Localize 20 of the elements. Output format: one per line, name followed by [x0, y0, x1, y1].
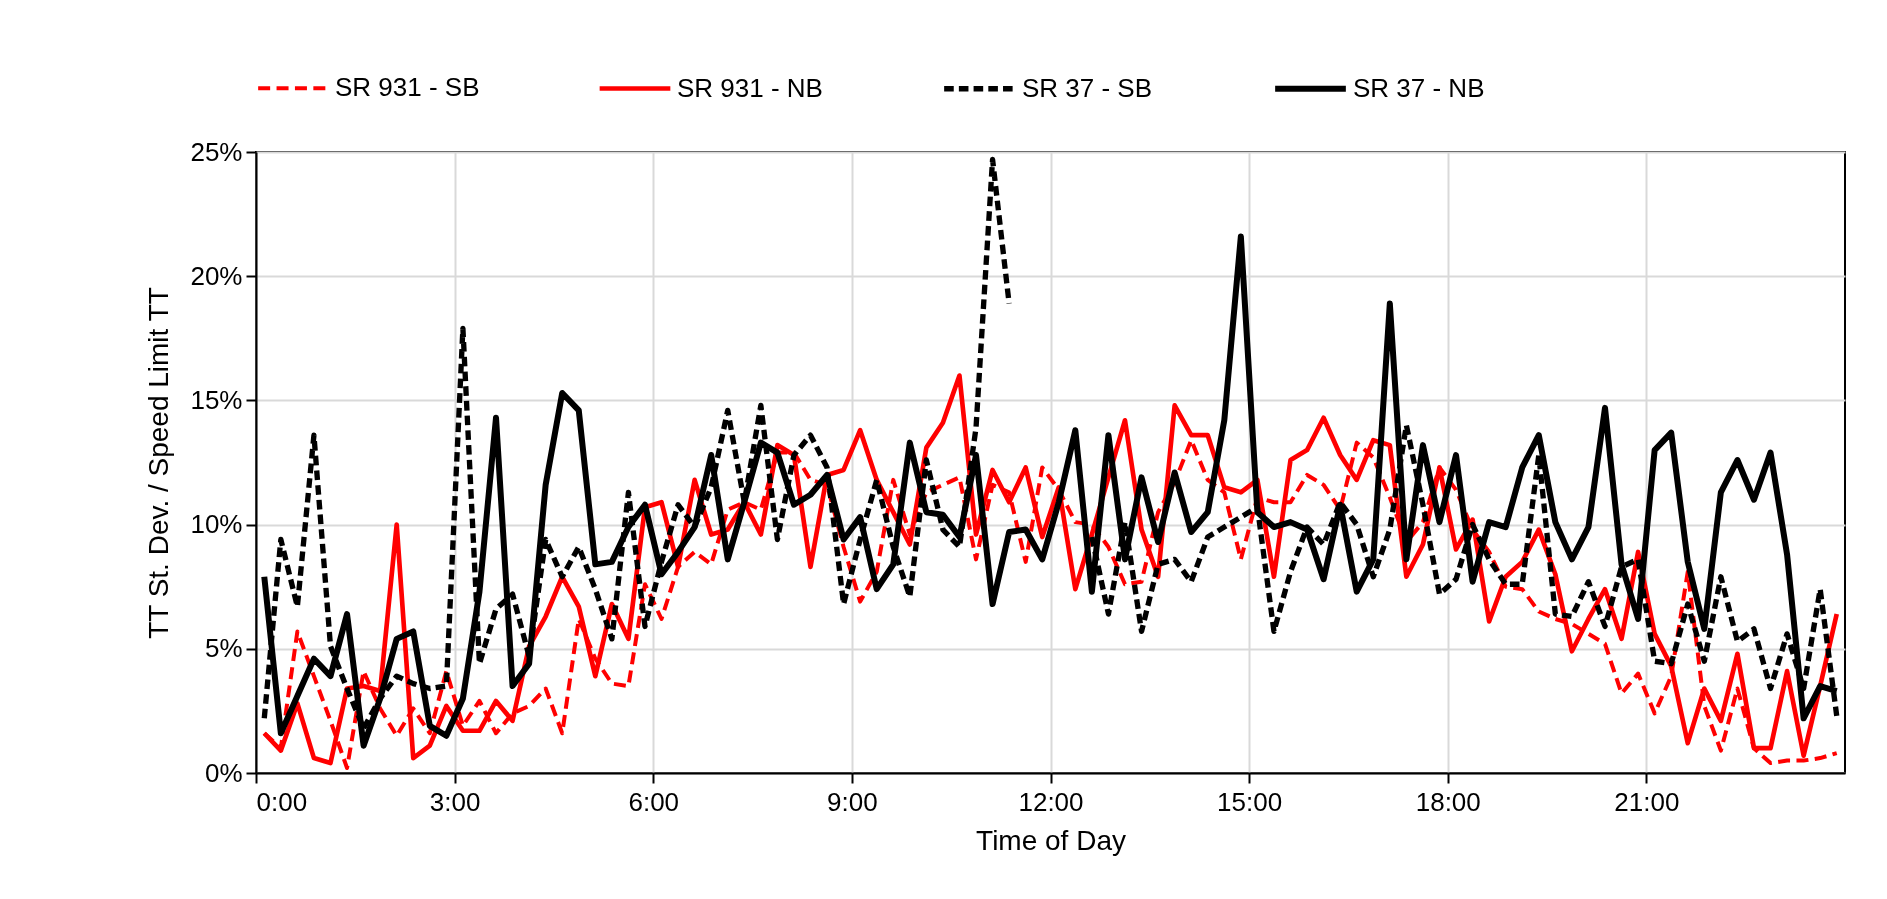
legend-label: SR 931 - SB: [335, 72, 480, 103]
x-tick-label: 12:00: [1018, 786, 1084, 817]
y-tick-label: 25%: [190, 136, 243, 167]
y-tick-label: 10%: [190, 509, 243, 540]
y-axis-title: TT St. Dev. / Speed Limit TT: [143, 287, 175, 639]
x-tick-label: 18:00: [1415, 786, 1481, 817]
x-tick-label: 6:00: [628, 786, 680, 817]
x-tick-label: 9:00: [827, 786, 878, 817]
legend-label: SR 37 - SB: [1022, 72, 1153, 103]
x-axis-title: Time of Day: [976, 824, 1126, 856]
x-tick-label: 3:00: [429, 786, 481, 817]
y-tick-label: 0%: [204, 757, 243, 788]
y-tick-label: 20%: [190, 260, 243, 291]
y-tick-label: 5%: [204, 633, 243, 664]
legend-label: SR 931 - NB: [677, 72, 823, 103]
y-tick-label: 15%: [190, 384, 243, 415]
x-tick-label: 15:00: [1217, 786, 1283, 817]
x-tick-label: 21:00: [1614, 786, 1680, 817]
legend-label: SR 37 - NB: [1353, 72, 1485, 103]
x-tick-label: 0:00: [256, 786, 308, 817]
